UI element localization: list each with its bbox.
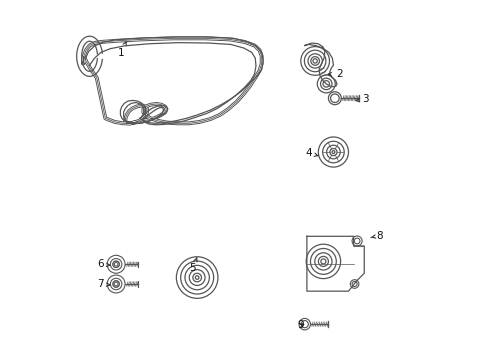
Text: 3: 3 xyxy=(355,94,368,104)
Text: 2: 2 xyxy=(327,69,342,79)
Text: 8: 8 xyxy=(370,231,382,240)
Text: 6: 6 xyxy=(97,259,110,269)
Text: 5: 5 xyxy=(189,257,197,273)
Text: 1: 1 xyxy=(117,42,126,58)
Text: 4: 4 xyxy=(305,148,317,158)
Text: 7: 7 xyxy=(97,279,110,289)
Text: 9: 9 xyxy=(297,320,304,330)
